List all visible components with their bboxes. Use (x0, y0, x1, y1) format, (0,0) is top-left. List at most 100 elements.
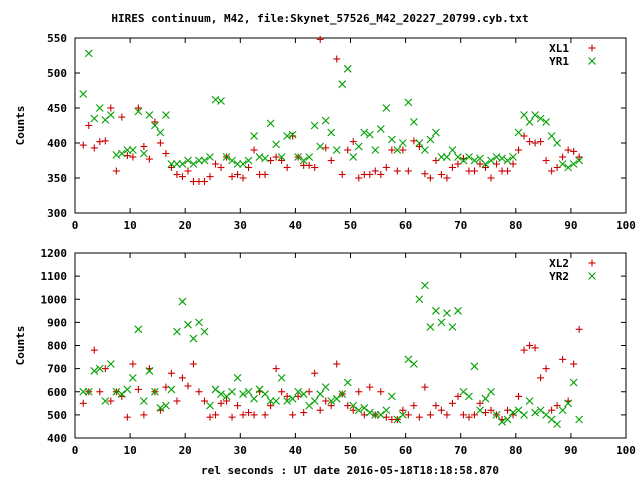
data-point-xl2 (223, 397, 231, 405)
data-point-yr2 (266, 397, 275, 405)
data-point-yr2 (173, 327, 181, 336)
data-point-yr2 (338, 390, 347, 398)
data-point-yr2 (90, 367, 99, 375)
data-point-yr2 (327, 397, 336, 405)
data-point-yr1 (432, 128, 440, 137)
data-point-yr2 (222, 392, 231, 401)
data-point-yr1 (123, 146, 132, 154)
data-point-xl2 (140, 411, 148, 419)
data-point-xl1 (272, 153, 280, 161)
y-tick-label-bottom: 900 (47, 316, 67, 329)
data-point-xl2 (234, 402, 242, 410)
data-point-yr1 (151, 121, 159, 130)
chart-title: HIRES continuum, M42, file:Skynet_57526_… (111, 12, 528, 25)
data-point-xl2 (173, 397, 181, 405)
data-point-yr2 (509, 408, 517, 417)
data-point-yr1 (134, 107, 143, 116)
data-point-xl1 (542, 157, 550, 164)
data-point-yr1 (569, 160, 578, 168)
data-point-xl2 (327, 402, 335, 410)
data-point-xl2 (515, 392, 523, 400)
data-point-yr1 (437, 153, 446, 161)
data-point-xl2 (520, 346, 528, 354)
data-point-xl2 (333, 360, 341, 368)
data-point-xl1 (388, 146, 396, 154)
x-tick-label-top: 20 (179, 219, 192, 232)
x-tick-label-bottom: 70 (454, 444, 467, 457)
data-point-yr2 (498, 417, 506, 426)
data-point-yr1 (233, 160, 242, 168)
data-point-xl1 (234, 171, 242, 178)
data-point-xl2 (245, 409, 253, 417)
data-point-yr1 (189, 160, 198, 168)
data-point-xl2 (426, 411, 434, 419)
data-point-yr1 (79, 90, 88, 98)
data-point-xl2 (421, 383, 429, 391)
data-point-xl2 (212, 411, 220, 419)
data-point-yr1 (558, 160, 567, 168)
x-axis-label: rel seconds : UT date 2016-05-18T18:18:5… (201, 464, 499, 477)
data-point-yr2 (316, 390, 325, 398)
legend-marker-yr1 (588, 57, 596, 65)
data-point-xl1 (575, 153, 583, 161)
data-point-yr1 (443, 153, 451, 161)
data-point-yr1 (387, 135, 396, 144)
data-point-yr1 (465, 153, 473, 161)
data-point-xl1 (129, 153, 137, 161)
data-point-xl1 (145, 155, 153, 163)
data-point-xl1 (515, 146, 523, 154)
data-point-xl1 (448, 164, 456, 171)
data-point-xl2 (90, 346, 98, 354)
data-point-xl2 (217, 399, 225, 407)
data-point-yr2 (465, 392, 473, 401)
data-point-xl2 (487, 406, 495, 414)
data-point-xl1 (305, 161, 313, 169)
data-point-yr1 (459, 156, 468, 165)
data-point-xl2 (344, 402, 352, 410)
x-tick-label-bottom: 60 (399, 444, 412, 457)
data-point-xl2 (289, 411, 297, 419)
data-point-yr2 (178, 297, 187, 306)
series-xl1 (79, 35, 583, 185)
data-point-xl1 (443, 174, 451, 182)
data-point-xl2 (305, 388, 313, 396)
data-point-yr1 (454, 153, 462, 161)
y-tick-label-bottom: 400 (47, 432, 67, 445)
data-point-yr2 (492, 410, 501, 419)
data-point-xl1 (421, 170, 429, 178)
data-point-xl2 (559, 355, 567, 363)
data-point-xl2 (311, 369, 319, 377)
data-point-yr1 (398, 139, 407, 147)
x-tick-label-top: 40 (289, 219, 302, 232)
y-axis-label-top: Counts (14, 106, 27, 146)
x-tick-label-top: 60 (399, 219, 412, 232)
data-point-xl2 (404, 411, 412, 419)
data-point-xl2 (267, 402, 275, 410)
data-point-xl2 (261, 411, 269, 419)
data-point-xl1 (184, 167, 192, 175)
data-point-yr1 (305, 153, 314, 161)
data-point-yr2 (277, 373, 286, 382)
data-point-yr2 (520, 410, 528, 419)
data-point-xl2 (382, 413, 390, 421)
data-point-yr1 (228, 156, 236, 165)
x-tick-label-bottom: 20 (179, 444, 192, 457)
data-point-xl1 (200, 178, 208, 185)
data-point-yr1 (531, 111, 539, 119)
data-point-yr2 (404, 355, 413, 364)
data-point-xl2 (79, 399, 87, 407)
data-point-yr2 (354, 406, 363, 415)
data-point-yr1 (360, 128, 369, 137)
data-point-yr2 (432, 306, 440, 315)
data-point-yr2 (288, 394, 297, 403)
data-point-yr1 (139, 149, 148, 158)
data-point-xl2 (437, 406, 445, 414)
data-point-yr2 (310, 397, 319, 405)
data-point-yr1 (371, 146, 380, 154)
data-point-xl1 (101, 137, 109, 145)
data-point-xl2 (355, 388, 363, 396)
data-point-xl2 (399, 406, 407, 414)
data-point-yr2 (79, 387, 88, 396)
data-point-yr2 (575, 415, 584, 424)
